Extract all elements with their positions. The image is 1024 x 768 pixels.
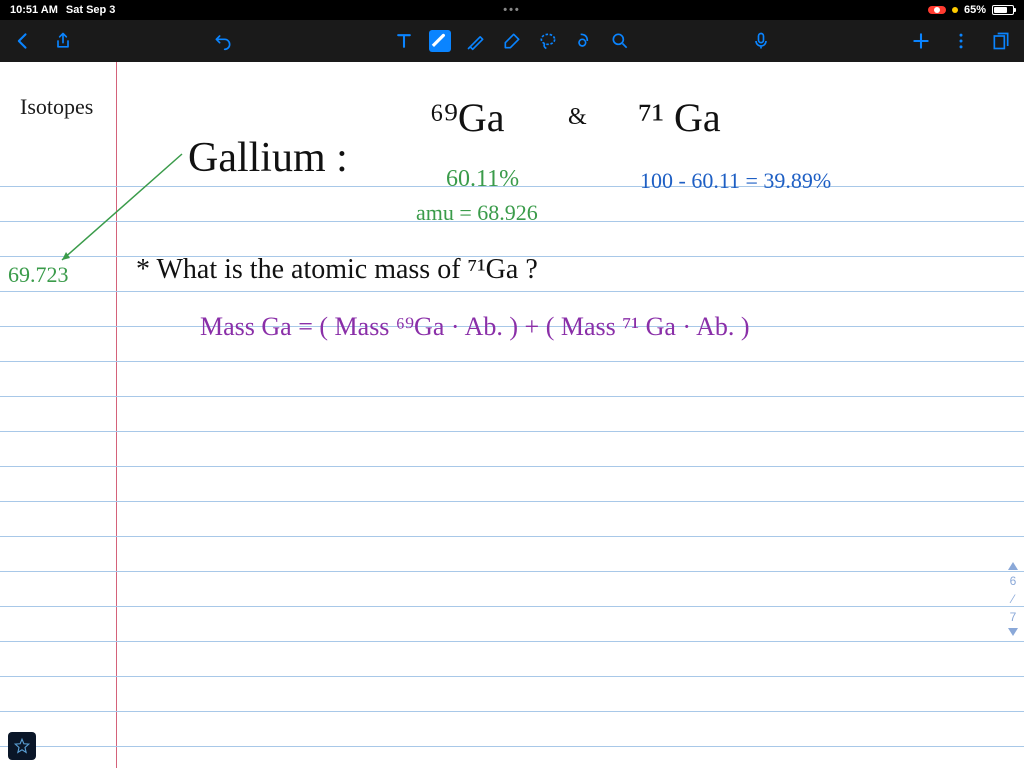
- ruled-line: [0, 501, 1024, 502]
- ruled-line: [0, 641, 1024, 642]
- ruled-line: [0, 571, 1024, 572]
- ruled-line: [0, 676, 1024, 677]
- ruled-line: [0, 431, 1024, 432]
- ruled-line: [0, 396, 1024, 397]
- arrow-annotation: [0, 62, 300, 362]
- status-time: 10:51 AM: [10, 4, 58, 16]
- battery-fill: [994, 7, 1007, 13]
- battery-percent: 65%: [964, 4, 986, 16]
- pen-tool-icon[interactable]: [429, 30, 451, 52]
- ruled-line: [0, 466, 1024, 467]
- current-page: 6: [1010, 574, 1017, 588]
- ruled-line: [0, 711, 1024, 712]
- highlighter-tool-icon[interactable]: [465, 30, 487, 52]
- undo-icon[interactable]: [212, 30, 234, 52]
- ruled-line: [0, 606, 1024, 607]
- shape-tool-icon[interactable]: [573, 30, 595, 52]
- status-left: 10:51 AM Sat Sep 3: [10, 4, 115, 16]
- page-sep: ⁄: [1012, 592, 1014, 606]
- scroll-up-icon[interactable]: [1008, 562, 1018, 570]
- total-pages: 7: [1010, 610, 1017, 624]
- note-paper[interactable]: Isotopes Gallium : ⁶⁹Ga & ⁷¹ Ga 60.11% a…: [0, 62, 1024, 768]
- add-icon[interactable]: [910, 30, 932, 52]
- scroll-down-icon[interactable]: [1008, 628, 1018, 636]
- favorite-button[interactable]: [8, 732, 36, 760]
- hw-ampersand: &: [568, 104, 587, 131]
- hw-iso-69: ⁶⁹Ga: [430, 94, 505, 141]
- page-scroll-indicator[interactable]: 6 ⁄ 7: [1008, 562, 1018, 636]
- hw-amu: amu = 68.926: [416, 200, 538, 226]
- zoom-tool-icon[interactable]: [609, 30, 631, 52]
- text-tool-icon[interactable]: [393, 30, 415, 52]
- hw-iso-71: ⁷¹ Ga: [638, 94, 721, 141]
- star-icon: [13, 737, 31, 755]
- low-power-dot-icon: [952, 7, 958, 13]
- back-icon[interactable]: [12, 30, 34, 52]
- ruled-line: [0, 536, 1024, 537]
- status-bar: 10:51 AM Sat Sep 3 ••• 65%: [0, 0, 1024, 20]
- app-toolbar: [0, 20, 1024, 62]
- lasso-tool-icon[interactable]: [537, 30, 559, 52]
- eraser-tool-icon[interactable]: [501, 30, 523, 52]
- status-right: 65%: [928, 4, 1014, 16]
- battery-icon: [992, 5, 1014, 15]
- pages-icon[interactable]: [990, 30, 1012, 52]
- share-icon[interactable]: [52, 30, 74, 52]
- more-icon[interactable]: [950, 30, 972, 52]
- ruled-line: [0, 746, 1024, 747]
- microphone-icon[interactable]: [750, 30, 772, 52]
- hw-pct-71: 100 - 60.11 = 39.89%: [640, 168, 831, 194]
- hw-pct-69: 60.11%: [446, 166, 519, 193]
- status-ellipsis[interactable]: •••: [503, 4, 521, 16]
- status-date: Sat Sep 3: [66, 4, 116, 16]
- recording-pill[interactable]: [928, 6, 946, 14]
